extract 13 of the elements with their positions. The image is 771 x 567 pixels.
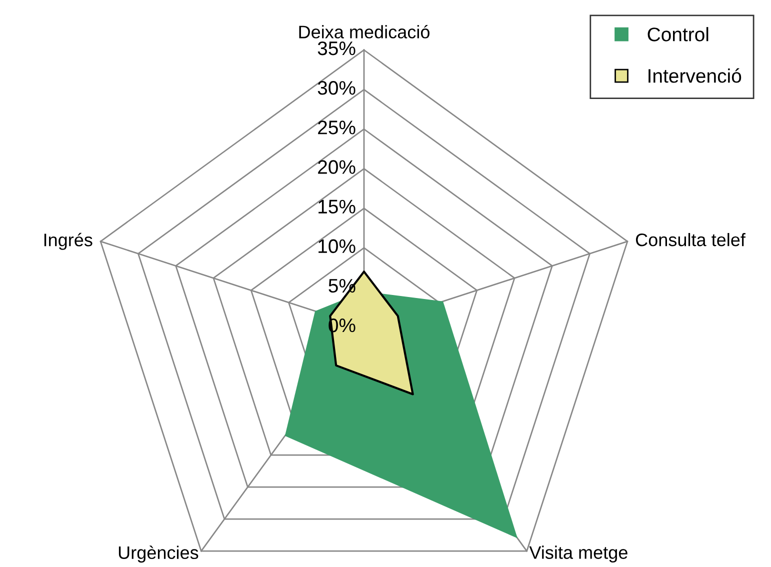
y-tick-label: 20%: [318, 160, 356, 174]
y-tick-label: 15%: [318, 200, 356, 214]
y-tick-label: 10%: [318, 239, 356, 254]
y-tick-label: 35%: [318, 41, 356, 56]
legend-label: Intervenció: [648, 68, 742, 83]
spoke-label: Visita metge: [529, 546, 628, 563]
legend-label: Control: [648, 27, 708, 42]
spoke-label: Urgències: [118, 546, 198, 563]
y-tick-label: 30%: [318, 81, 356, 95]
spoke-label: Consulta telef: [636, 232, 746, 246]
spoke-label: Deixa medicació: [299, 24, 430, 38]
spoke-label: Ingrés: [44, 232, 92, 250]
y-tick-label: 25%: [318, 120, 356, 134]
